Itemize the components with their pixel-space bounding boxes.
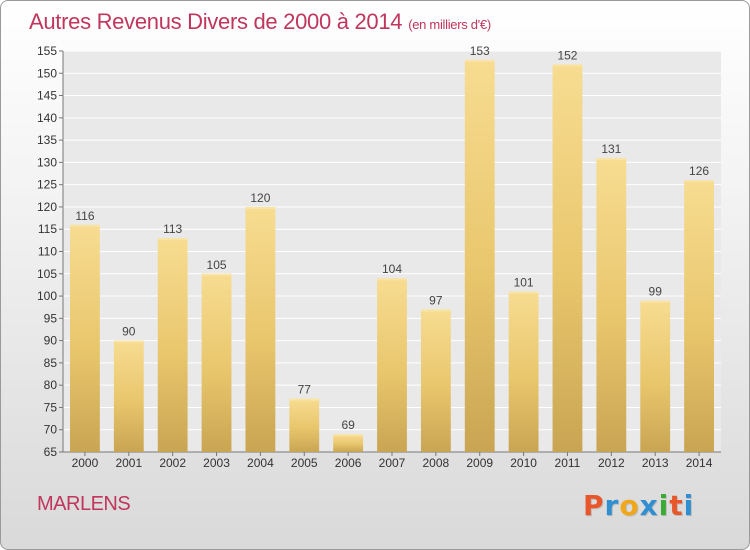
bar	[289, 398, 320, 452]
y-tick-label: 125	[37, 178, 57, 192]
data-label: 104	[382, 262, 402, 276]
bar	[640, 300, 671, 452]
x-tick-label: 2011	[555, 456, 581, 470]
y-tick-label: 110	[38, 245, 57, 259]
logo-letter: P	[583, 489, 605, 522]
bar-highlight	[552, 64, 583, 67]
x-tick-label: 2001	[115, 456, 142, 470]
data-label: 116	[75, 209, 94, 223]
bar	[596, 157, 627, 452]
bar-highlight	[113, 340, 144, 343]
bar	[245, 206, 276, 452]
y-tick-label: 140	[37, 111, 57, 125]
y-tick-label: 90	[44, 334, 58, 348]
chart-title: Autres Revenus Divers de 2000 à 2014 (en …	[29, 9, 491, 35]
bar	[201, 273, 232, 452]
y-tick-label: 75	[44, 400, 58, 414]
bar-highlight	[640, 300, 671, 303]
bar-highlight	[420, 309, 451, 312]
bar	[157, 238, 188, 452]
bar-highlight	[70, 224, 100, 227]
bar-highlight	[377, 278, 407, 281]
logo-letter: x	[639, 489, 659, 522]
bar-highlight	[464, 59, 495, 62]
bar-highlight	[508, 291, 539, 294]
y-tick-label: 85	[44, 356, 58, 370]
y-tick-label: 150	[37, 66, 57, 80]
data-label: 69	[341, 418, 355, 432]
chart-title-main: Autres Revenus Divers de 2000 à 2014	[29, 9, 403, 34]
bar-highlight	[201, 273, 232, 276]
x-tick-label: 2014	[686, 456, 713, 470]
bar-highlight	[684, 180, 714, 183]
y-tick-label: 70	[44, 423, 58, 437]
x-tick-label: 2010	[510, 456, 537, 470]
logo-letter: t	[669, 489, 684, 522]
bar	[684, 180, 714, 452]
y-tick-label: 105	[37, 267, 57, 281]
bar-highlight	[333, 434, 364, 437]
logo-letter: i	[658, 489, 670, 522]
y-tick-label: 130	[37, 155, 57, 169]
x-tick-label: 2006	[335, 456, 362, 470]
x-tick-label: 2013	[642, 456, 669, 470]
x-tick-label: 2008	[423, 456, 450, 470]
x-tick-label: 2007	[379, 456, 406, 470]
x-tick-label: 2003	[203, 456, 230, 470]
place-name: MARLENS	[37, 493, 131, 515]
data-label: 153	[470, 44, 490, 58]
data-label: 97	[429, 293, 443, 307]
bar	[113, 340, 144, 452]
y-tick-label: 145	[37, 89, 57, 103]
bar	[420, 309, 451, 452]
y-tick-label: 95	[44, 311, 58, 325]
y-tick-label: 65	[44, 445, 58, 459]
x-tick-label: 2004	[247, 456, 274, 470]
y-tick-label: 135	[37, 133, 57, 147]
proxiti-logo: Proxiti	[583, 489, 694, 522]
bar	[333, 434, 364, 452]
bar-highlight	[289, 398, 320, 401]
bar	[464, 59, 495, 453]
data-label: 99	[649, 285, 663, 299]
data-label: 90	[122, 325, 136, 339]
data-label: 120	[250, 191, 270, 205]
data-label: 77	[298, 383, 312, 397]
data-label: 152	[557, 48, 577, 62]
data-label: 131	[601, 142, 621, 156]
bar-highlight	[157, 238, 188, 241]
x-tick-label: 2012	[598, 456, 625, 470]
x-tick-label: 2002	[159, 456, 186, 470]
y-tick-label: 80	[44, 378, 58, 392]
bar-highlight	[245, 206, 276, 209]
bar	[70, 224, 100, 452]
bar-highlight	[596, 157, 627, 160]
logo-letter: i	[683, 489, 695, 522]
logo-letter: r	[604, 489, 620, 522]
data-label: 113	[163, 222, 182, 236]
x-tick-label: 2005	[291, 456, 318, 470]
bar	[508, 291, 539, 452]
logo-letter: o	[619, 489, 640, 522]
y-tick-label: 100	[37, 289, 57, 303]
x-tick-label: 2000	[72, 456, 99, 470]
x-tick-label: 2009	[466, 456, 493, 470]
y-tick-label: 155	[37, 44, 57, 58]
data-label: 101	[514, 276, 534, 290]
bar	[377, 278, 407, 452]
data-label: 126	[689, 164, 709, 178]
data-label: 105	[207, 258, 227, 272]
y-tick-label: 115	[38, 222, 57, 236]
chart-subtitle: (en milliers d'€)	[408, 17, 491, 32]
bar	[552, 64, 583, 452]
y-tick-label: 120	[37, 200, 57, 214]
